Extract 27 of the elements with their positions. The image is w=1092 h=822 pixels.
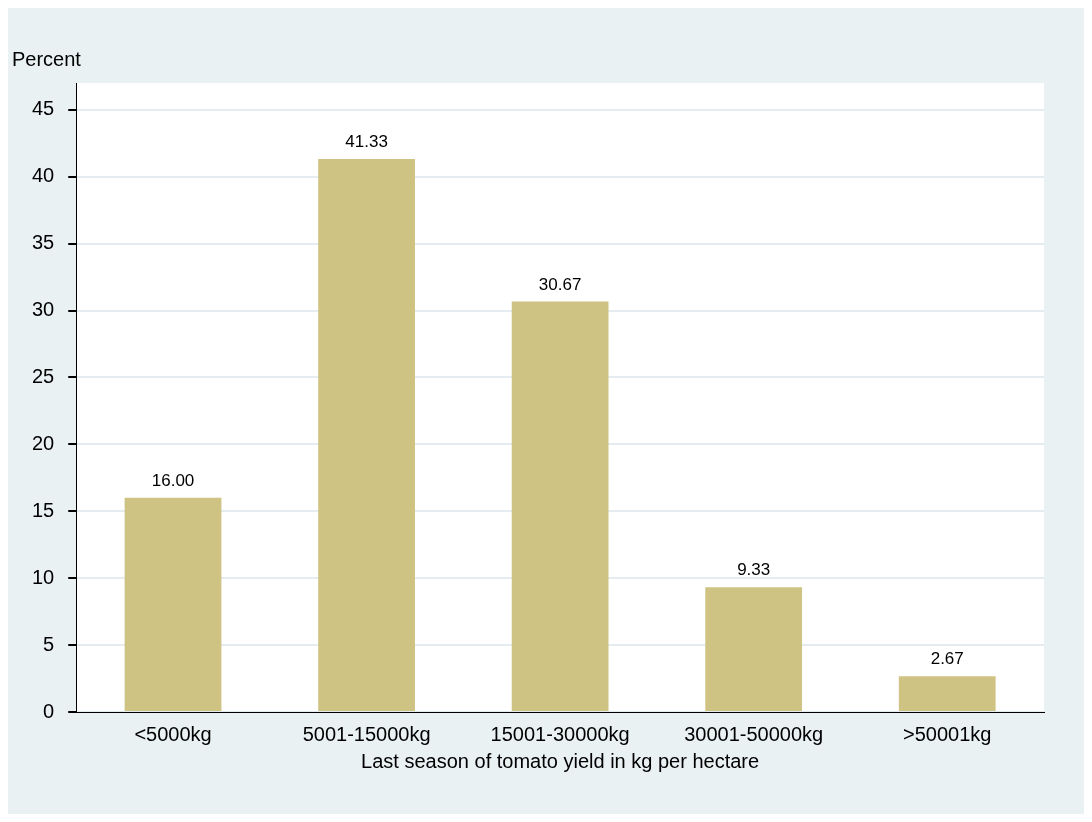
data-label: 2.67 (930, 649, 964, 669)
y-tick-label: 10 (32, 565, 55, 588)
data-label: 9.33 (737, 560, 771, 580)
bar (705, 587, 803, 711)
x-axis-title: Last season of tomato yield in kg per hectare (361, 749, 760, 772)
x-tick-label: >50001kg (903, 722, 992, 745)
y-tick-label: 5 (43, 632, 55, 655)
bar (898, 676, 996, 711)
y-tick-label: 30 (32, 298, 55, 321)
x-tick-label: 5001-15000kg (302, 722, 431, 745)
y-tick-label: 40 (32, 164, 55, 187)
y-axis-title: Percent (12, 47, 82, 70)
x-tick-label: 15001-30000kg (490, 722, 630, 745)
y-tick-label: 20 (32, 431, 55, 454)
y-tick-label: 0 (43, 699, 55, 722)
y-tick-label: 35 (32, 231, 55, 254)
data-label: 30.67 (538, 274, 582, 294)
bar (511, 301, 609, 711)
x-tick-label: <5000kg (134, 722, 212, 745)
y-tick-label: 15 (32, 498, 55, 521)
y-tick-label: 45 (32, 97, 55, 120)
y-tick-label: 25 (32, 364, 55, 387)
x-tick-label: 30001-50000kg (684, 722, 824, 745)
data-label: 16.00 (151, 471, 195, 491)
data-label: 41.33 (345, 132, 388, 152)
bar (124, 497, 222, 711)
bar (318, 158, 415, 711)
